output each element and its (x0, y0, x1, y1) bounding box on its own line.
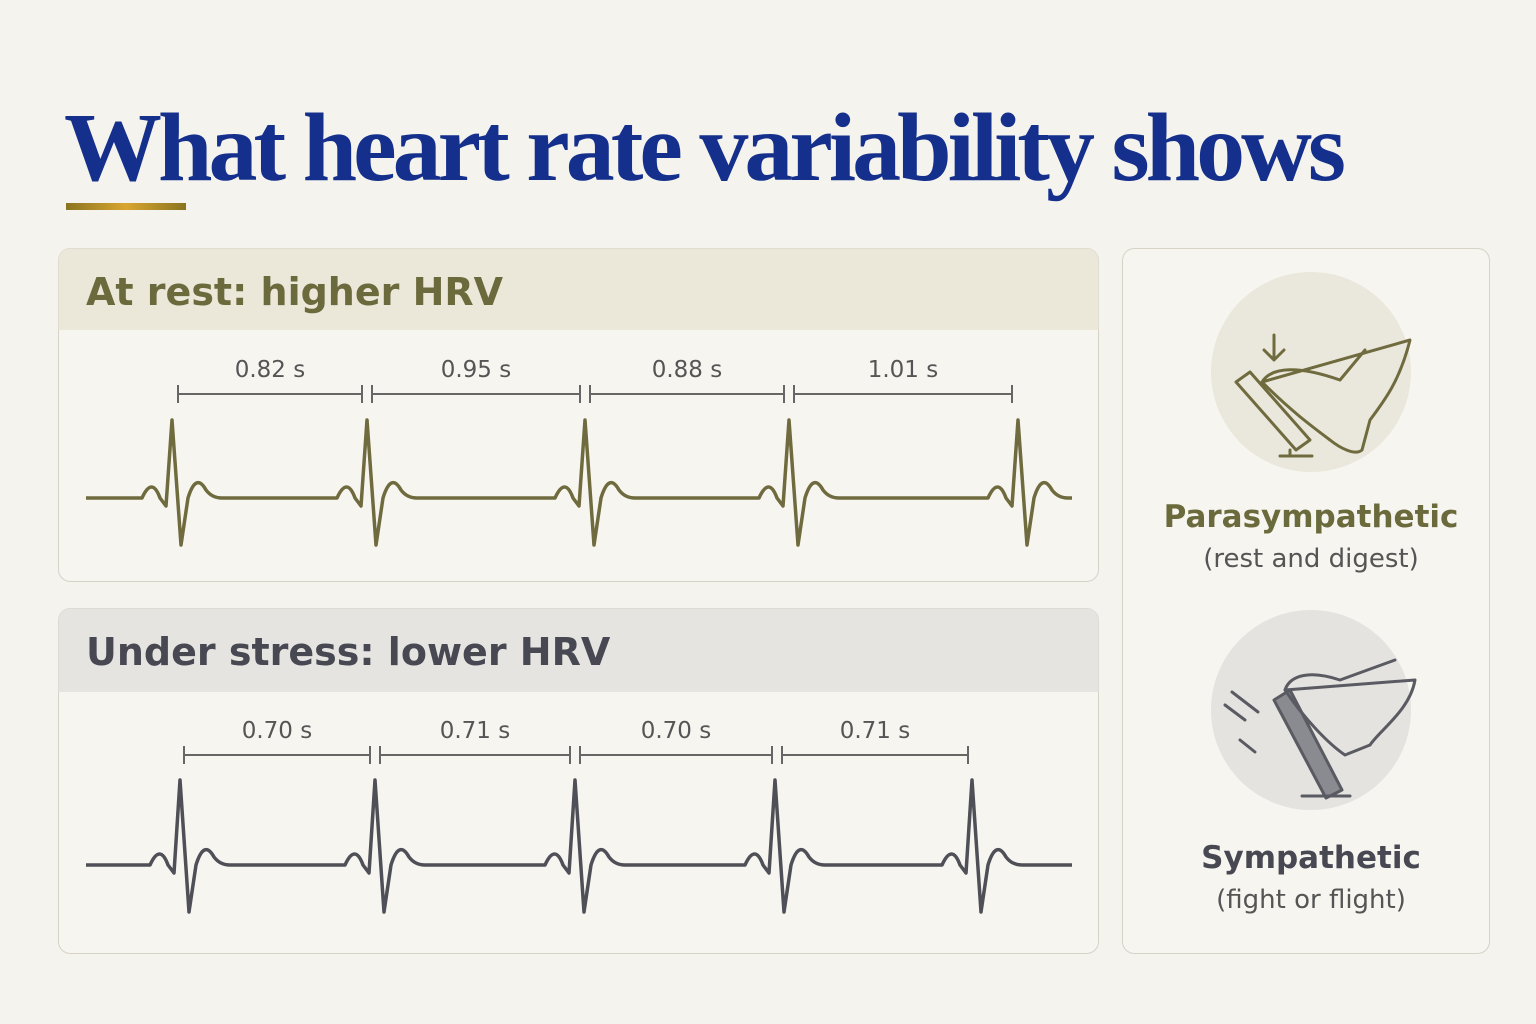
interval-bracket (579, 746, 773, 764)
panel-header (58, 248, 1099, 330)
interval-label: 0.82 s (235, 357, 306, 383)
side-caption: (fight or flight) (1216, 885, 1406, 915)
side-caption: (rest and digest) (1203, 544, 1419, 574)
rest-panel: At rest: higher HRV (58, 248, 1099, 582)
interval-bracket (781, 746, 969, 764)
title-underline (66, 203, 186, 210)
interval-label: 0.95 s (441, 357, 512, 383)
panel-heading: Under stress: lower HRV (86, 630, 611, 674)
interval-bracket (183, 746, 371, 764)
interval-label: 0.70 s (242, 718, 313, 744)
interval-label: 0.70 s (641, 718, 712, 744)
panel-header (58, 608, 1099, 692)
interval-bracket (589, 385, 785, 403)
interval-bracket (379, 746, 571, 764)
side-label: Sympathetic (1201, 840, 1421, 876)
interval-label: 0.88 s (652, 357, 723, 383)
ecg-trace (86, 418, 1072, 547)
title: What heart rate variability shows (64, 94, 1344, 202)
ecg-trace (86, 778, 1072, 914)
interval-label: 0.71 s (840, 718, 911, 744)
interval-bracket (371, 385, 581, 403)
side-panel: Parasympathetic (rest and digest) Sympat… (1122, 248, 1490, 954)
interval-bracket (793, 385, 1013, 403)
icon-circle (1211, 610, 1411, 810)
interval-bracket (177, 385, 363, 403)
stress-panel: Under stress: lower HRV (58, 608, 1099, 954)
panel-heading: At rest: higher HRV (86, 270, 504, 314)
interval-label: 1.01 s (868, 357, 939, 383)
gas-icon (1223, 658, 1417, 800)
brake-icon (1234, 333, 1412, 458)
interval-label: 0.71 s (440, 718, 511, 744)
side-frame (1122, 248, 1490, 954)
side-label: Parasympathetic (1164, 499, 1459, 535)
